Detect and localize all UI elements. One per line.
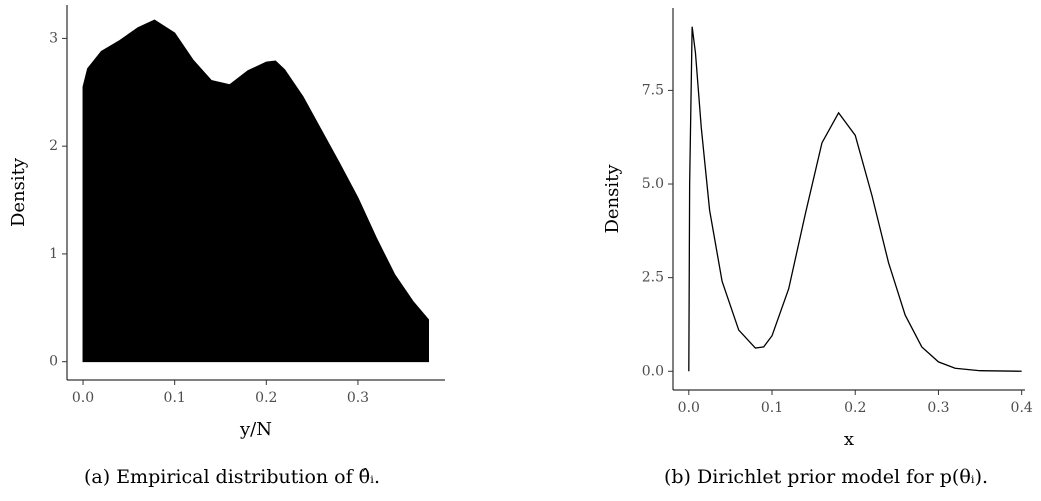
density-line [688,26,1022,372]
y-tick-label: 0 [49,354,58,370]
y-tick-label: 5.0 [642,176,664,192]
y-tick-label: 2.5 [642,270,664,286]
x-axis-title: x [844,429,854,450]
y-tick-label: 2 [49,138,58,154]
y-tick-label: 3 [49,30,58,46]
y-axis-title: Density [602,164,623,234]
x-tick-label: 0.3 [927,400,949,416]
x-tick-label: 0.2 [844,400,866,416]
y-tick-label: 0.0 [642,363,664,379]
x-tick-label: 0.3 [347,390,369,406]
y-axis-title: Density [8,157,29,227]
x-tick-label: 0.1 [164,390,186,406]
y-tick-label: 7.5 [642,82,664,98]
x-tick-label: 0.2 [255,390,277,406]
density-area [82,19,430,363]
x-tick-label: 0.4 [1011,400,1033,416]
x-axis-title: y/N [239,419,272,440]
caption: (a) Empirical distribution of θ̂ᵢ. [84,466,380,488]
x-tick-label: 0.0 [72,390,94,406]
x-tick-label: 0.0 [678,400,700,416]
caption: (b) Dirichlet prior model for p(θᵢ). [664,466,988,488]
y-tick-label: 1 [49,246,58,262]
x-tick-label: 0.1 [761,400,783,416]
